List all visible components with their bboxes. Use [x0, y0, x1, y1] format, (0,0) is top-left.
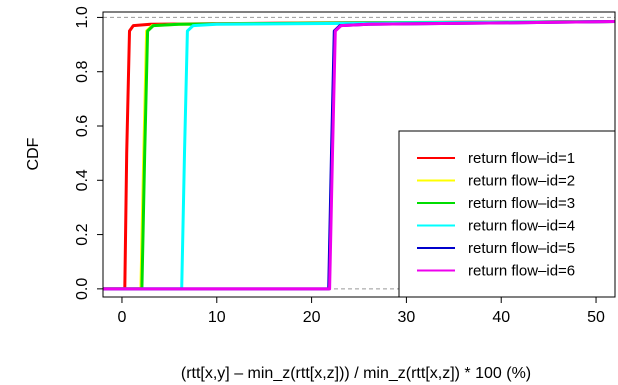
y-tick-label: 0.0 [74, 278, 91, 300]
y-tick-label: 0.2 [74, 223, 91, 245]
x-tick-label: 10 [208, 309, 226, 326]
y-tick-label: 0.6 [74, 115, 91, 137]
legend-label-3: return flow–id=3 [468, 195, 575, 212]
series-layer [103, 20, 615, 291]
legend-label-5: return flow–id=5 [468, 240, 575, 257]
legend-label-6: return flow–id=6 [468, 263, 575, 280]
legend-label-2: return flow–id=2 [468, 173, 575, 190]
x-tick-label: 40 [492, 309, 510, 326]
x-tick-label: 20 [303, 309, 321, 326]
y-axis: 0.0 0.2 0.4 0.6 0.8 1.0 [74, 6, 103, 300]
x-tick-label: 50 [587, 309, 605, 326]
x-tick-label: 30 [398, 309, 416, 326]
y-tick-label: 1.0 [74, 6, 91, 28]
legend-label-1: return flow–id=1 [468, 150, 575, 167]
series-line-6 [103, 20, 615, 291]
y-tick-label: 0.8 [74, 60, 91, 82]
y-tick-label: 0.4 [74, 169, 91, 191]
x-axis: 0 10 20 30 40 50 [118, 297, 605, 326]
y-axis-title: CDF [25, 137, 42, 170]
legend: return flow–id=1 return flow–id=2 return f… [398, 130, 616, 298]
x-tick-label: 0 [118, 309, 127, 326]
legend-label-4: return flow–id=4 [468, 218, 575, 235]
x-axis-title: (rtt[x,y] – min_z(rtt[x,z])) / min_z(rtt… [181, 365, 531, 382]
